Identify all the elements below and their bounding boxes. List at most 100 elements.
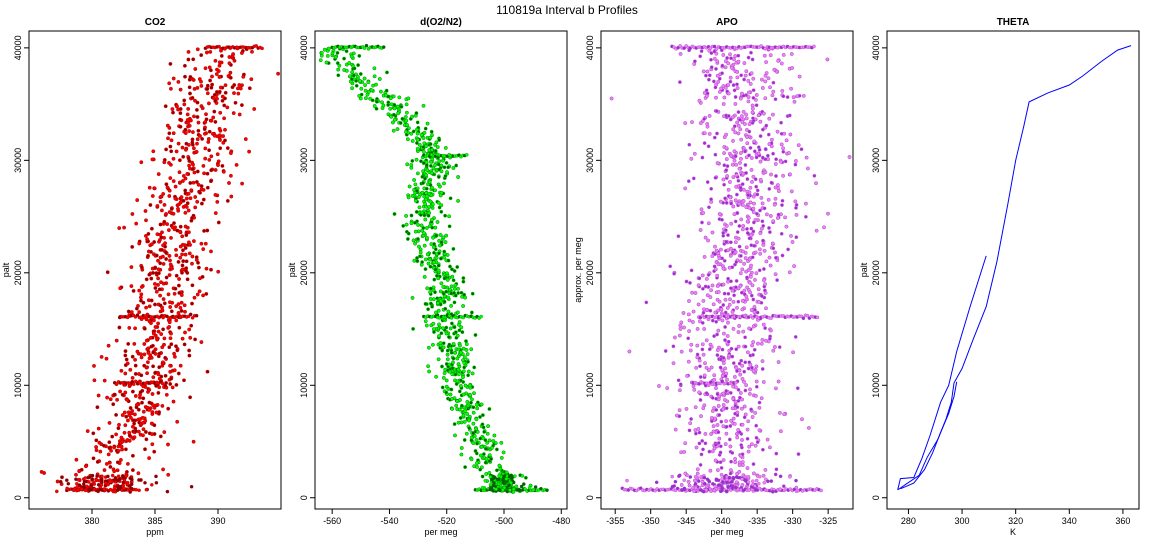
x-axis-label: per meg	[710, 527, 743, 537]
data-point	[461, 375, 465, 379]
data-point	[204, 291, 209, 296]
data-point	[184, 269, 189, 273]
data-point	[185, 201, 190, 206]
data-point	[178, 255, 183, 260]
data-point	[446, 165, 451, 170]
data-point	[751, 194, 756, 199]
data-point	[239, 51, 244, 55]
data-point	[160, 381, 165, 386]
data-point	[117, 422, 121, 427]
data-point	[318, 58, 323, 63]
data-point	[138, 417, 143, 421]
data-point	[82, 485, 86, 489]
data-point	[745, 436, 750, 441]
data-point	[180, 252, 185, 257]
data-point	[713, 310, 718, 315]
data-point	[745, 231, 750, 235]
data-point	[459, 403, 464, 408]
data-point	[740, 120, 745, 125]
data-point	[763, 96, 768, 101]
data-point	[735, 211, 740, 215]
data-point	[755, 240, 759, 245]
data-point	[764, 123, 769, 128]
data-point	[174, 149, 179, 154]
data-point	[736, 427, 741, 432]
data-point	[167, 126, 172, 130]
data-point	[92, 363, 96, 368]
data-point	[177, 170, 182, 175]
data-point	[106, 474, 110, 479]
data-point	[702, 117, 707, 121]
data-point	[794, 202, 799, 207]
data-point	[709, 432, 713, 436]
data-point	[422, 231, 426, 236]
data-point	[206, 101, 211, 106]
data-point	[121, 474, 125, 478]
data-point	[498, 467, 503, 472]
data-point	[457, 389, 462, 394]
data-point	[96, 393, 101, 398]
data-point	[456, 175, 460, 179]
data-point	[125, 438, 130, 442]
data-point	[791, 350, 795, 355]
data-point	[745, 466, 750, 470]
data-point	[428, 257, 432, 262]
data-point	[708, 308, 713, 313]
data-point	[465, 399, 470, 404]
data-point	[750, 343, 754, 348]
data-point	[178, 87, 183, 92]
data-point	[700, 347, 705, 352]
data-point	[342, 56, 346, 61]
panels-group: 380 385 390010000200003000040000CO2ppmpalt…	[1, 17, 1140, 537]
data-point	[447, 342, 452, 347]
data-point	[460, 330, 465, 334]
data-point	[709, 65, 714, 70]
data-point	[75, 482, 79, 486]
data-point	[178, 305, 183, 310]
data-point	[357, 54, 362, 58]
data-point	[748, 280, 752, 285]
data-point	[725, 174, 729, 179]
data-point	[434, 233, 438, 238]
data-point	[247, 86, 252, 91]
data-point	[509, 474, 514, 478]
data-point	[199, 241, 204, 246]
data-point	[178, 200, 183, 205]
data-point	[493, 484, 497, 488]
data-point	[434, 310, 438, 315]
data-point	[138, 352, 143, 357]
x-tick-label: -540	[380, 516, 398, 526]
data-point	[178, 224, 183, 229]
data-point	[474, 402, 479, 407]
data-point	[76, 488, 80, 492]
data-point	[784, 138, 789, 143]
data-point	[723, 366, 728, 371]
data-point	[758, 208, 762, 213]
data-point	[137, 395, 142, 400]
data-point	[421, 161, 426, 166]
data-point	[437, 167, 441, 172]
data-point	[107, 445, 112, 450]
data-point	[174, 318, 179, 323]
data-point	[701, 286, 705, 291]
data-point	[87, 487, 91, 491]
data-point	[158, 199, 163, 204]
data-point	[431, 297, 436, 302]
data-point	[740, 460, 745, 464]
data-point	[428, 142, 433, 147]
data-point	[147, 456, 152, 460]
data-point	[701, 210, 706, 215]
data-point	[426, 261, 431, 266]
data-point	[701, 69, 706, 74]
data-point	[184, 259, 189, 264]
data-point	[720, 347, 725, 352]
data-point	[182, 342, 187, 347]
data-point	[164, 257, 169, 261]
data-point	[719, 465, 724, 470]
data-point	[771, 490, 775, 494]
y-tick-label: 0	[13, 495, 23, 500]
data-point	[144, 437, 149, 442]
data-point	[386, 103, 390, 107]
data-point	[713, 85, 718, 90]
data-point	[178, 124, 183, 129]
